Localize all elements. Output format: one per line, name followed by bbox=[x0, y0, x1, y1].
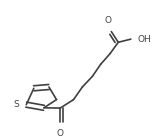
Text: OH: OH bbox=[138, 35, 151, 44]
Text: O: O bbox=[104, 16, 111, 25]
Text: O: O bbox=[57, 129, 64, 138]
Text: S: S bbox=[14, 100, 19, 109]
